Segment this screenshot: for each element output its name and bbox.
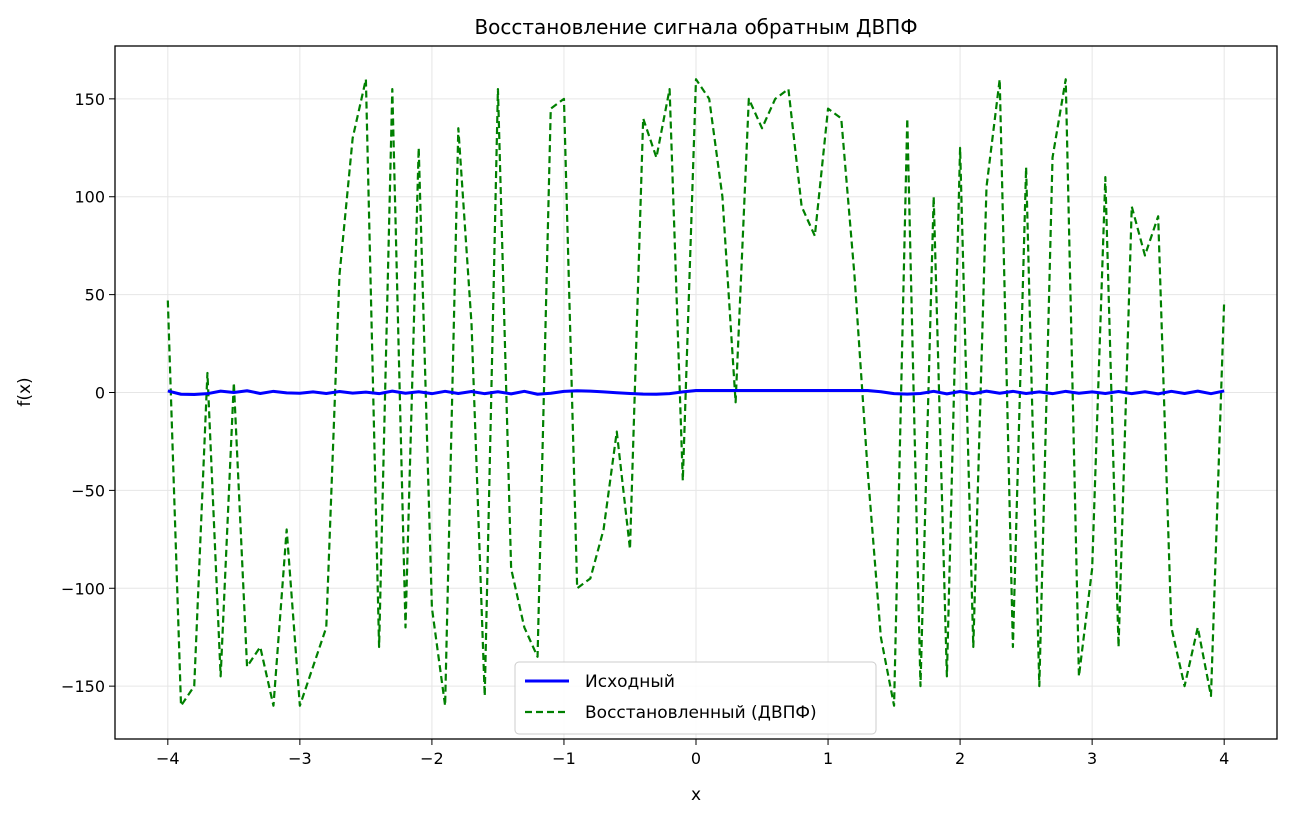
y-tick-label: 50: [85, 286, 105, 305]
legend-label-original: Исходный: [585, 672, 675, 692]
axis-ticks: −4 −3 −2 −1 0 1 2 3 4 −150 −100 −50 0 50 100 150: [61, 90, 1229, 768]
x-tick-label: −4: [156, 749, 180, 768]
x-tick-label: 2: [955, 749, 965, 768]
y-tick-label: 0: [95, 384, 105, 403]
x-axis-label: x: [691, 785, 701, 805]
y-tick-label: −50: [71, 481, 105, 500]
series-line-original: [167, 389, 1225, 396]
x-tick-label: 0: [691, 749, 701, 768]
y-axis-label: f(x): [15, 377, 35, 406]
chart-title: Восстановление сигнала обратным ДВПФ: [474, 15, 917, 39]
x-tick-label: −2: [420, 749, 444, 768]
x-tick-label: −3: [288, 749, 312, 768]
plot-series: [166, 78, 1226, 707]
x-tick-label: 3: [1087, 749, 1097, 768]
x-tick-label: −1: [552, 749, 576, 768]
y-tick-label: −150: [61, 677, 105, 696]
legend-label-reconstructed: Восстановленный (ДВПФ): [585, 703, 817, 723]
y-tick-label: −100: [61, 579, 105, 598]
legend-box: [514, 661, 877, 735]
series-line-reconstructed: [166, 78, 1226, 707]
y-tick-label: 100: [74, 188, 105, 207]
x-tick-label: 4: [1219, 749, 1229, 768]
legend: Исходный Восстановленный (ДВПФ): [514, 661, 877, 735]
x-tick-label: 1: [823, 749, 833, 768]
y-tick-label: 150: [74, 90, 105, 109]
